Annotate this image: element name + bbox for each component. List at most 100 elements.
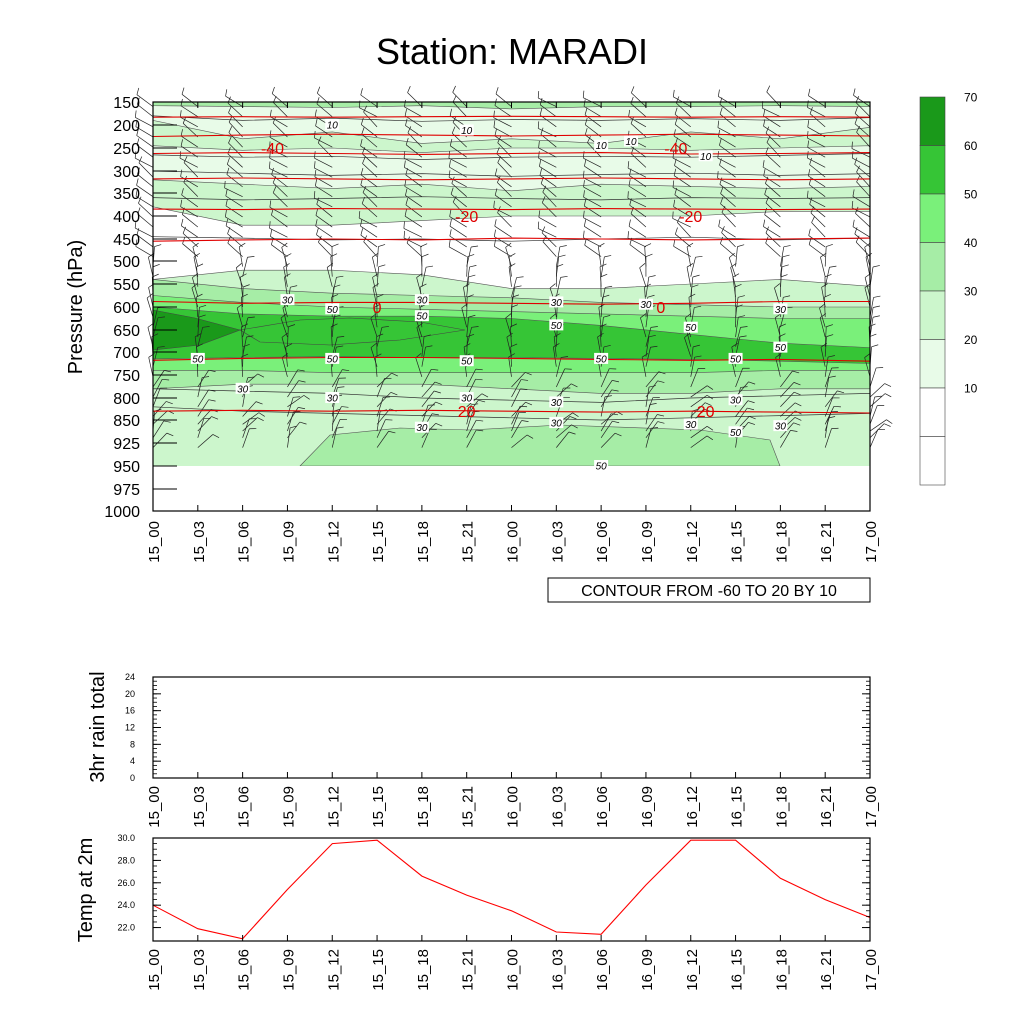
- y-tick-label: 20: [125, 689, 135, 699]
- pressure-tick-label: 450: [113, 232, 140, 249]
- temp-frame: [153, 838, 870, 941]
- x-tick-label: 15_12: [325, 786, 342, 828]
- wind-barb: [870, 265, 880, 286]
- humidity-label-text: 30: [775, 422, 787, 433]
- humidity-contour-label: 10: [699, 150, 713, 163]
- y-tick-label: 16: [125, 706, 135, 716]
- temp-y-axis: 22.024.026.028.030.0: [117, 833, 870, 933]
- pressure-tick-label: 400: [113, 209, 140, 226]
- humidity-contour-label: 30: [773, 303, 787, 316]
- wind-barb: [870, 368, 883, 387]
- wind-barb: [870, 296, 880, 317]
- humidity-contour-label: 30: [549, 396, 563, 409]
- wind-barb-staff: [870, 384, 885, 398]
- x-tick-label: 17_00: [863, 949, 880, 991]
- humidity-contour-label: 50: [549, 319, 563, 332]
- pressure-tick-label: 1000: [104, 504, 140, 521]
- x-tick-label: 16_21: [818, 949, 835, 991]
- wind-barb: [870, 429, 885, 447]
- humidity-label-text: 50: [596, 462, 608, 473]
- temperature-label: -20: [455, 209, 478, 226]
- humidity-label-text: 50: [327, 354, 339, 365]
- x-tick-label: 15_06: [236, 786, 253, 828]
- wind-barb-feather: [226, 89, 227, 96]
- time-tick-label: 15_06: [236, 521, 253, 563]
- wind-barb-staff: [870, 429, 878, 447]
- time-tick-label: 17_00: [863, 521, 880, 563]
- humidity-band-40-low: [300, 425, 780, 466]
- temperature-label: -20: [679, 209, 702, 226]
- humidity-label-text: 50: [775, 343, 787, 354]
- x-tick-label: 15_15: [370, 949, 387, 991]
- time-tick-label: 15_12: [325, 521, 342, 563]
- y-tick-label: 24: [125, 672, 135, 682]
- wind-barb: [147, 294, 153, 317]
- wind-barb-feather: [631, 86, 634, 92]
- humidity-contour-label: 50: [325, 353, 339, 366]
- colorbar-box: [920, 437, 945, 486]
- no-data-region: [153, 466, 870, 511]
- humidity-label-text: 30: [640, 300, 652, 311]
- time-tick-label: 16_21: [818, 521, 835, 563]
- time-tick-label: 15_15: [370, 521, 387, 563]
- temp-line: [153, 840, 870, 939]
- humidity-contour-label: 50: [729, 353, 743, 366]
- pressure-tick-label: 150: [113, 95, 140, 112]
- wind-barb-feather: [872, 345, 879, 347]
- wind-barb-feather: [137, 88, 139, 95]
- humidity-label-text: 10: [625, 137, 637, 148]
- humidity-contour-label: 10: [460, 125, 474, 138]
- wind-barb-feather: [873, 316, 880, 318]
- wind-barb-feather: [718, 90, 719, 97]
- colorbar-box: [920, 291, 945, 340]
- humidity-label-text: 30: [327, 394, 339, 405]
- wind-barb: [870, 396, 882, 416]
- pressure-tick-label: 925: [113, 436, 140, 453]
- wind-barb: [138, 197, 153, 217]
- humidity-label-text: 30: [461, 394, 473, 405]
- chart-title: Station: MARADI: [376, 31, 648, 72]
- pressure-tick-label: 350: [113, 186, 140, 203]
- time-tick-label: 16_12: [684, 521, 701, 563]
- x-tick-label: 16_15: [729, 786, 746, 828]
- humidity-contour-label: 10: [325, 119, 339, 132]
- humidity-label-text: 30: [416, 423, 428, 434]
- wind-barb-feather: [885, 384, 891, 387]
- temperature-label: 20: [458, 404, 476, 421]
- x-tick-label: 16_06: [594, 786, 611, 828]
- humidity-contour-label: 50: [729, 426, 743, 439]
- wind-barb-feather: [874, 296, 881, 297]
- wind-barb: [139, 157, 153, 178]
- wind-barb-feather: [453, 96, 456, 102]
- wind-barb-staff: [148, 257, 153, 276]
- wind-barb-feather: [870, 334, 877, 337]
- pressure-tick-label: 750: [113, 368, 140, 385]
- temperature-label: -40: [261, 141, 284, 158]
- time-tick-label: 15_03: [191, 521, 208, 563]
- humidity-label-text: 30: [551, 398, 563, 409]
- humidity-contour-label: 30: [549, 417, 563, 430]
- humidity-contour-label: 50: [594, 353, 608, 366]
- y-tick-label: 0: [130, 773, 135, 783]
- x-tick-label: 15_00: [146, 949, 163, 991]
- temperature-label: -40: [664, 141, 687, 158]
- colorbar-box: [920, 194, 945, 243]
- humidity-contour-label: 30: [639, 299, 653, 312]
- x-tick-label: 16_15: [729, 949, 746, 991]
- temp-series: [153, 840, 870, 939]
- humidity-label-text: 50: [596, 354, 608, 365]
- pressure-tick-label: 800: [113, 391, 140, 408]
- humidity-label-text: 10: [327, 121, 339, 132]
- colorbar-label: 10: [964, 382, 978, 396]
- pressure-tick-label: 850: [113, 413, 140, 430]
- wind-barb-feather: [361, 88, 363, 95]
- time-tick-label: 16_00: [505, 521, 522, 563]
- x-tick-label: 15_15: [370, 786, 387, 828]
- humidity-label-text: 50: [551, 321, 563, 332]
- pressure-tick-label: 600: [113, 300, 140, 317]
